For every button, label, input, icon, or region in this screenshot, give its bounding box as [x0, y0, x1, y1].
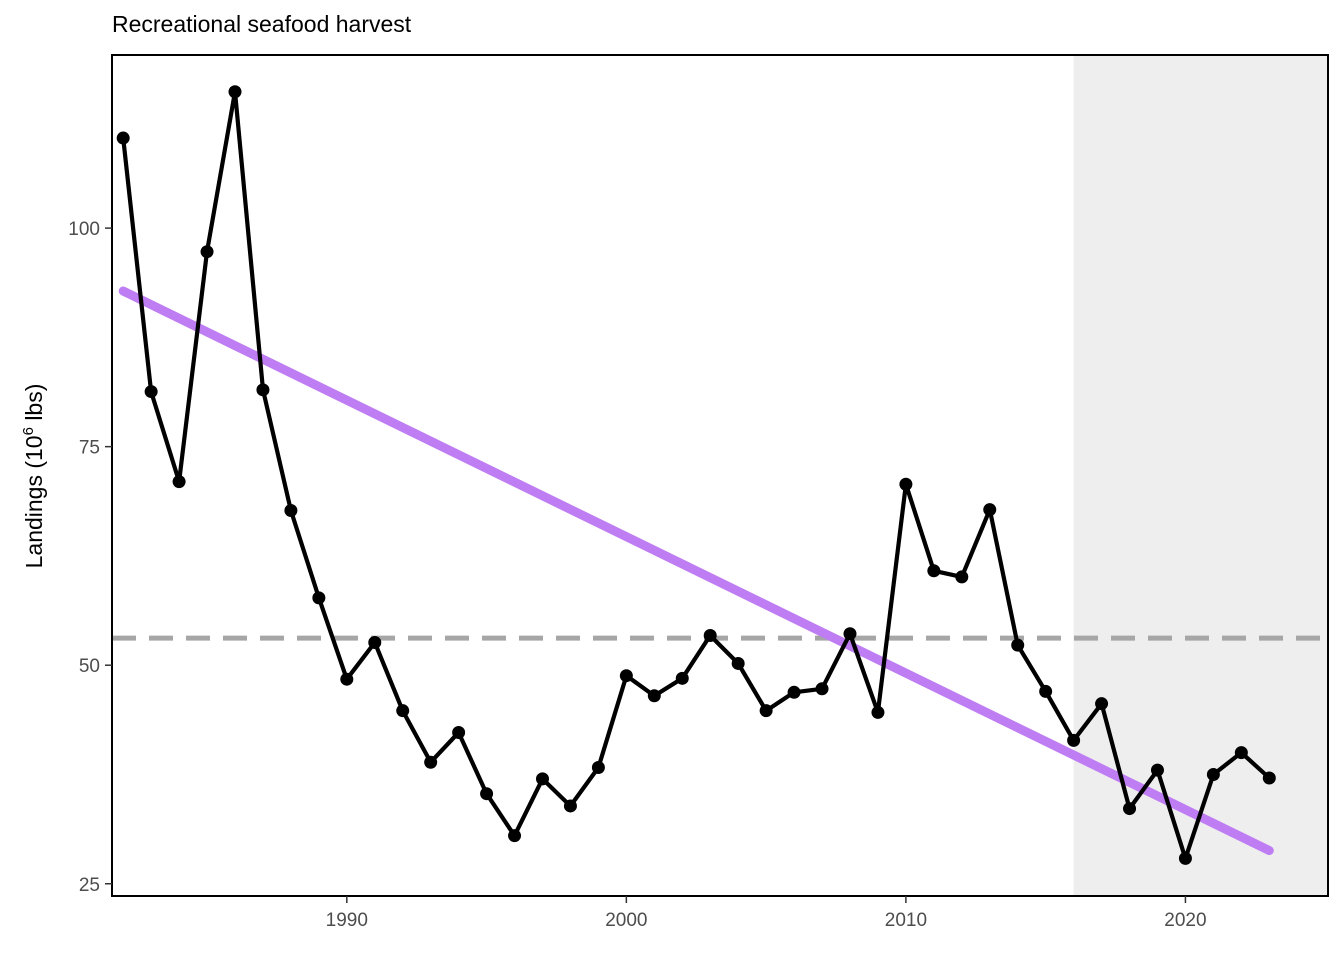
- data-point: [1067, 733, 1081, 747]
- data-point: [647, 689, 661, 703]
- data-point: [899, 477, 913, 491]
- plot-frame: [111, 54, 1329, 897]
- chart-title: Recreational seafood harvest: [112, 11, 412, 37]
- data-point: [256, 383, 270, 397]
- data-point: [1039, 684, 1053, 698]
- data-point: [703, 628, 717, 642]
- data-point: [312, 591, 326, 605]
- x-axis: 1990 2000 2010 2020: [326, 896, 1207, 931]
- data-point: [1011, 638, 1025, 652]
- data-point: [1123, 802, 1137, 816]
- x-tick-label: 2010: [885, 910, 927, 931]
- data-point: [563, 799, 577, 813]
- data-point: [675, 671, 689, 685]
- data-point: [452, 726, 466, 740]
- data-point: [396, 704, 410, 718]
- data-point: [619, 669, 633, 683]
- data-point: [368, 635, 382, 649]
- data-point: [508, 829, 522, 843]
- data-point: [1234, 746, 1248, 760]
- y-axis: 25 50 75 100: [68, 219, 112, 896]
- y-tick-label: 75: [79, 438, 100, 459]
- data-point: [116, 131, 130, 145]
- data-point: [871, 705, 885, 719]
- plot-border: [111, 54, 1329, 897]
- data-point: [955, 570, 969, 584]
- landings-series: [116, 85, 1276, 865]
- data-point: [1150, 763, 1164, 777]
- data-point: [535, 772, 549, 786]
- data-point: [787, 685, 801, 699]
- x-tick-label: 1990: [326, 910, 368, 931]
- data-point: [1262, 771, 1276, 785]
- x-tick-label: 2020: [1164, 910, 1206, 931]
- data-point: [731, 656, 745, 670]
- trend-line: [118, 286, 1274, 856]
- x-tick-label: 2000: [605, 910, 647, 931]
- data-point: [1178, 851, 1192, 865]
- series-line: [121, 89, 1271, 861]
- y-tick-label: 100: [68, 219, 100, 240]
- data-point: [172, 475, 186, 489]
- y-tick-label: 50: [79, 656, 100, 677]
- data-point: [759, 704, 773, 718]
- y-tick-label: 25: [79, 875, 100, 896]
- data-point: [340, 672, 354, 686]
- y-axis-title: Landings (106 lbs): [20, 384, 47, 569]
- data-point: [591, 760, 605, 774]
- data-point: [815, 682, 829, 696]
- data-point: [284, 503, 298, 517]
- data-point: [144, 385, 158, 399]
- trend-line-path: [118, 286, 1274, 856]
- data-point: [927, 564, 941, 578]
- data-point: [200, 245, 214, 259]
- data-point: [1206, 767, 1220, 781]
- data-point: [983, 503, 997, 517]
- data-point: [1095, 697, 1109, 711]
- data-point: [424, 755, 438, 769]
- data-point: [843, 627, 857, 641]
- data-point: [480, 787, 494, 801]
- data-point: [228, 85, 242, 99]
